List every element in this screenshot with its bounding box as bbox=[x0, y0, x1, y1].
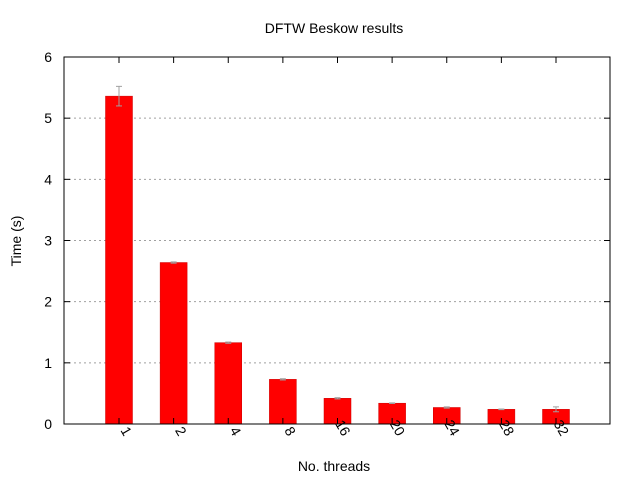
error-bar-1 bbox=[116, 85, 122, 107]
bar-4 bbox=[214, 342, 242, 425]
error-bars bbox=[116, 85, 559, 413]
y-tick-label: 2 bbox=[44, 294, 52, 310]
y-tick-label: 0 bbox=[44, 416, 52, 432]
bar-1 bbox=[105, 95, 133, 425]
y-tick-label: 5 bbox=[44, 110, 52, 126]
x-tick-label: 16 bbox=[332, 417, 354, 439]
x-axis-ticks: 1 2 4 8 16 20 24 28 32 bbox=[118, 57, 573, 439]
error-bar-8 bbox=[279, 378, 286, 381]
bars bbox=[105, 95, 570, 425]
error-bar-24 bbox=[443, 406, 450, 409]
x-tick-label: 24 bbox=[441, 417, 463, 439]
x-tick-label: 4 bbox=[227, 424, 245, 439]
x-tick-label: 1 bbox=[118, 424, 136, 439]
x-tick-label: 32 bbox=[551, 417, 573, 439]
y-tick-label: 4 bbox=[44, 171, 52, 187]
x-axis-label: No. threads bbox=[298, 458, 370, 474]
chart-title: DFTW Beskow results bbox=[265, 20, 403, 36]
bar-2 bbox=[159, 262, 188, 425]
y-tick-label: 3 bbox=[44, 233, 52, 249]
error-bar-16 bbox=[334, 397, 341, 400]
x-tick-label: 2 bbox=[172, 424, 190, 439]
error-bar-32 bbox=[553, 406, 559, 413]
error-bar-28 bbox=[498, 408, 505, 411]
y-tick-label: 1 bbox=[44, 355, 52, 371]
error-bar-4 bbox=[225, 341, 232, 344]
y-axis-ticks: 0 1 2 3 4 5 6 bbox=[44, 49, 610, 432]
x-tick-label: 8 bbox=[281, 424, 299, 439]
y-axis-label: Time (s) bbox=[8, 216, 24, 267]
bar-8 bbox=[269, 379, 297, 425]
y-tick-label: 6 bbox=[44, 49, 52, 65]
error-bar-2 bbox=[170, 261, 177, 264]
x-tick-label: 28 bbox=[496, 417, 518, 439]
grid-lines bbox=[64, 117, 610, 364]
x-tick-label: 20 bbox=[387, 417, 409, 439]
error-bar-20 bbox=[389, 402, 396, 405]
